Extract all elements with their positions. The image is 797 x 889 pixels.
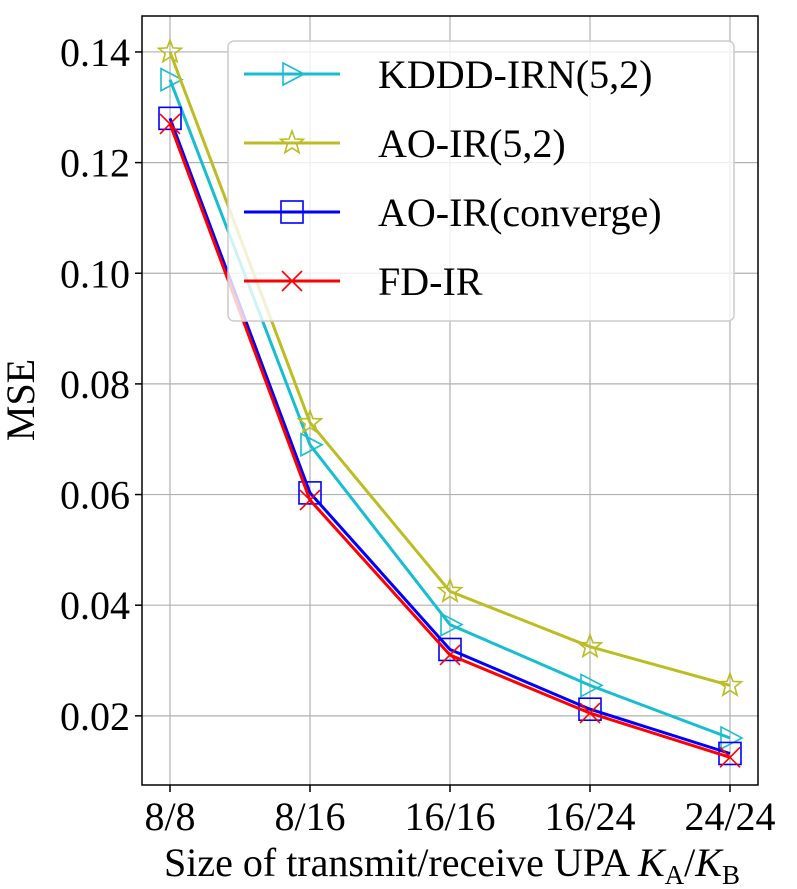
data-point-ao-ir-5-2 xyxy=(296,408,324,435)
data-point-fd-ir-stroke xyxy=(579,702,601,724)
data-point-fd-ir xyxy=(579,702,601,724)
series-kddd-irn-5-2 xyxy=(160,67,744,751)
data-point-kddd-irn-5-2 xyxy=(720,725,744,751)
legend-entry-ao-ir-5-2: AO-IR(5,2) xyxy=(244,121,566,166)
y-tick-label: 0.10 xyxy=(60,251,130,296)
x-tick-label: 8/8 xyxy=(144,794,195,839)
legend-label-ao-ir-5-2: AO-IR(5,2) xyxy=(378,121,566,166)
x-axis-label-sub1: A xyxy=(665,860,685,889)
y-tick-label: 0.02 xyxy=(60,694,130,739)
data-point-fd-ir-stroke xyxy=(439,644,461,666)
data-point-ao-ir-5-2 xyxy=(436,577,464,603)
data-point-ao-ir-converge xyxy=(298,481,322,505)
series-line-kddd-irn-5-2 xyxy=(168,79,731,740)
data-point-ao-ir-5-2 xyxy=(716,671,744,697)
legend-marker-fd-ir-stroke xyxy=(281,270,303,292)
legend-entry-fd-ir: FD-IR xyxy=(244,259,483,304)
legend-box xyxy=(227,40,735,322)
data-point-fd-ir-stroke xyxy=(299,489,321,511)
x-tick-label: 16/16 xyxy=(404,794,495,839)
data-point-fd-ir xyxy=(299,489,321,511)
legend-entry-kddd-irn-5-2: KDDD-IRN(5,2) xyxy=(244,52,652,97)
data-point-fd-ir xyxy=(159,113,181,135)
legend-marker-ao-ir-5-2 xyxy=(278,128,306,155)
y-tick-label: 0.14 xyxy=(60,30,130,75)
series-line-ao-ir-converge xyxy=(168,117,731,755)
data-point-fd-ir-stroke xyxy=(719,746,741,768)
data-point-ao-ir-5-2 xyxy=(576,632,604,659)
data-point-kddd-irn-5-2 xyxy=(580,673,604,698)
legend-entries: KDDD-IRN(5,2) AO-IR(5,2) AO-IR(converge) FD… xyxy=(244,52,662,304)
data-point-fd-ir xyxy=(439,644,461,666)
legend-label-ao-ir-converge: AO-IR(converge) xyxy=(378,190,662,235)
data-point-kddd-irn-5-2 xyxy=(440,612,464,637)
data-point-ao-ir-converge xyxy=(158,106,182,131)
legend-label-fd-ir: FD-IR xyxy=(378,259,483,304)
x-axis-label-k2: K xyxy=(694,840,724,885)
data-point-fd-ir xyxy=(719,746,741,768)
x-tick-label: 8/16 xyxy=(274,794,345,839)
y-tick-label: 0.06 xyxy=(60,473,130,518)
x-axis-label-sub2: B xyxy=(722,860,740,889)
x-tick-label: 24/24 xyxy=(684,794,775,839)
data-point-ao-ir-converge xyxy=(438,637,462,662)
data-point-kddd-irn-5-2 xyxy=(160,67,184,92)
legend-marker-ao-ir-converge xyxy=(280,200,304,224)
y-axis-label: MSE xyxy=(0,359,43,441)
legend-marker-fd-ir xyxy=(281,270,303,292)
x-axis-label-k1: K xyxy=(637,840,667,885)
legend: KDDD-IRN(5,2) AO-IR(5,2) AO-IR(converge) FD… xyxy=(227,40,735,322)
data-point-ao-ir-5-2 xyxy=(156,37,184,64)
data-point-fd-ir-stroke xyxy=(159,113,181,135)
legend-marker-kddd-irn-5-2 xyxy=(282,61,306,87)
x-axis-label-sep: / xyxy=(684,840,696,885)
x-axis-label-text: Size of transmit/receive UPA xyxy=(164,840,638,885)
y-tick-label: 0.12 xyxy=(60,141,130,186)
series-fd-ir xyxy=(159,113,741,768)
legend-entry-ao-ir-converge: AO-IR(converge) xyxy=(244,190,662,235)
axis-ticks: 0.02 0.04 0.06 0.08 0.10 0.12 0.14 8/8 8/16 16/16… xyxy=(60,30,776,839)
data-point-kddd-irn-5-2 xyxy=(300,432,324,458)
y-tick-label: 0.04 xyxy=(60,583,130,628)
x-axis-label: Size of transmit/receive UPA KA/KB xyxy=(164,840,740,889)
y-tick-label: 0.08 xyxy=(60,362,130,407)
legend-label-kddd-irn-5-2: KDDD-IRN(5,2) xyxy=(378,52,652,97)
x-tick-label: 16/24 xyxy=(544,794,635,839)
